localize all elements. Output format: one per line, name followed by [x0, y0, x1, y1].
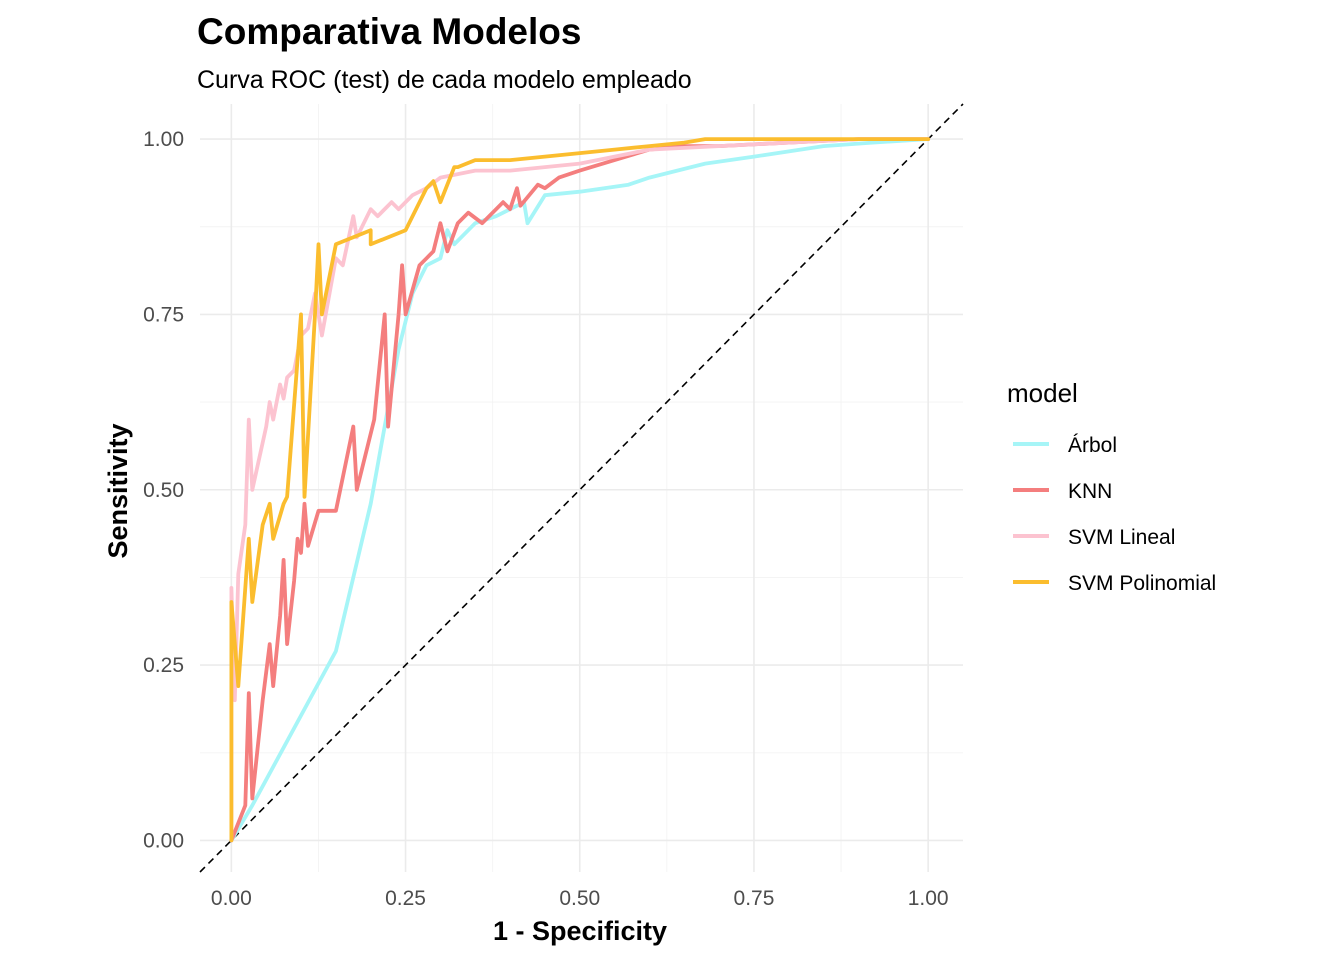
x-tick-label: 0.75	[734, 887, 775, 910]
diagonal-reference	[199, 103, 964, 873]
legend-label-2: SVM Lineal	[1068, 526, 1175, 549]
series-line-2	[229, 137, 931, 843]
grid	[200, 104, 963, 872]
y-tick-label: 0.25	[143, 654, 184, 677]
y-axis-title: Sensitivity	[103, 423, 133, 558]
legend: model Árbol KNN SVM Lineal SVM Polinomial	[1007, 378, 1216, 595]
chart-subtitle: Curva ROC (test) de cada modelo empleado	[197, 66, 692, 94]
x-tick-label: 0.00	[211, 887, 252, 910]
y-tick-label: 0.00	[143, 829, 184, 852]
series-line-3	[229, 137, 931, 843]
y-tick-label: 0.50	[143, 479, 184, 502]
y-tick-label: 0.75	[143, 303, 184, 326]
chart-title: Comparativa Modelos	[197, 11, 581, 52]
legend-title: model	[1007, 378, 1078, 408]
x-axis-title: 1 - Specificity	[493, 916, 667, 946]
series-line-1	[229, 137, 931, 843]
legend-label-0: Árbol	[1068, 434, 1117, 457]
x-tick-label: 0.25	[385, 887, 426, 910]
x-tick-label: 1.00	[908, 887, 949, 910]
series-group	[229, 137, 931, 843]
x-tick-label: 0.50	[559, 887, 600, 910]
diagonal-line	[199, 103, 964, 873]
legend-label-1: KNN	[1068, 480, 1112, 503]
y-tick-label: 1.00	[143, 128, 184, 151]
y-ticks: 0.00 0.25 0.50 0.75 1.00	[143, 128, 184, 852]
x-ticks: 0.00 0.25 0.50 0.75 1.00	[211, 887, 949, 910]
legend-label-3: SVM Polinomial	[1068, 572, 1216, 595]
